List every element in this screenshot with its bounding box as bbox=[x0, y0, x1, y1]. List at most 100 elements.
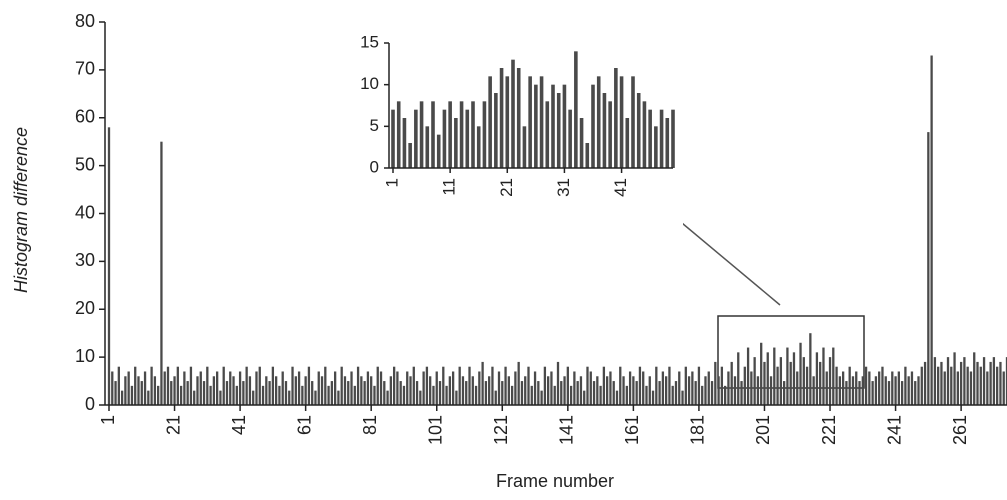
bar bbox=[422, 371, 424, 405]
bar bbox=[360, 376, 362, 405]
bar bbox=[625, 118, 629, 168]
bar bbox=[567, 367, 569, 405]
bar bbox=[989, 362, 991, 405]
bar bbox=[498, 371, 500, 405]
bar bbox=[544, 367, 546, 405]
bar bbox=[481, 362, 483, 405]
bar bbox=[255, 371, 257, 405]
y-tick-label: 60 bbox=[75, 107, 95, 127]
bar bbox=[898, 371, 900, 405]
x-tick-label: 261 bbox=[950, 415, 970, 445]
bar bbox=[377, 367, 379, 405]
bar bbox=[501, 381, 503, 405]
bar bbox=[400, 381, 402, 405]
bar bbox=[414, 110, 418, 168]
bar bbox=[993, 357, 995, 405]
bar bbox=[921, 367, 923, 405]
bar bbox=[196, 376, 198, 405]
bar bbox=[508, 376, 510, 405]
bar bbox=[242, 381, 244, 405]
bar bbox=[331, 381, 333, 405]
bar bbox=[901, 381, 903, 405]
bar bbox=[534, 85, 538, 168]
bar bbox=[793, 352, 795, 405]
chart: Frame number Histogram difference 010203… bbox=[0, 0, 1007, 500]
bar bbox=[648, 110, 652, 168]
bar bbox=[812, 376, 814, 405]
x-tick-label: 11 bbox=[440, 178, 459, 196]
bar bbox=[626, 386, 628, 405]
x-tick-label: 201 bbox=[753, 415, 773, 445]
y-tick-label: 10 bbox=[75, 346, 95, 366]
bar bbox=[597, 76, 601, 168]
bar bbox=[878, 371, 880, 405]
bar bbox=[393, 367, 395, 405]
bar bbox=[675, 381, 677, 405]
bar bbox=[970, 371, 972, 405]
bar bbox=[871, 381, 873, 405]
x-tick-label: 21 bbox=[497, 178, 516, 197]
bar bbox=[685, 367, 687, 405]
bar bbox=[631, 76, 635, 168]
bar bbox=[540, 391, 542, 405]
bar bbox=[927, 132, 929, 405]
bar bbox=[875, 376, 877, 405]
bar bbox=[678, 371, 680, 405]
bar bbox=[528, 76, 532, 168]
bar bbox=[780, 357, 782, 405]
bar bbox=[327, 386, 329, 405]
bar bbox=[950, 367, 952, 405]
bar bbox=[809, 333, 811, 405]
bar bbox=[727, 371, 729, 405]
bar bbox=[475, 386, 477, 405]
bar bbox=[639, 367, 641, 405]
bar bbox=[711, 381, 713, 405]
bar bbox=[806, 367, 808, 405]
bar bbox=[449, 376, 451, 405]
bar bbox=[268, 381, 270, 405]
bar bbox=[671, 110, 675, 168]
bar bbox=[731, 362, 733, 405]
bar bbox=[442, 367, 444, 405]
bar bbox=[209, 386, 211, 405]
bar bbox=[681, 391, 683, 405]
bar bbox=[111, 371, 113, 405]
bar bbox=[714, 362, 716, 405]
bar bbox=[164, 371, 166, 405]
bar bbox=[249, 376, 251, 405]
bar bbox=[380, 371, 382, 405]
bar bbox=[637, 93, 641, 168]
bar bbox=[431, 101, 435, 168]
bar bbox=[439, 381, 441, 405]
bar bbox=[157, 386, 159, 405]
bar bbox=[288, 391, 290, 405]
bar bbox=[629, 371, 631, 405]
bar bbox=[557, 362, 559, 405]
bar bbox=[580, 118, 584, 168]
bar bbox=[534, 371, 536, 405]
bar bbox=[465, 381, 467, 405]
bar bbox=[858, 381, 860, 405]
bar bbox=[622, 376, 624, 405]
bar bbox=[568, 110, 572, 168]
bar bbox=[737, 352, 739, 405]
bar bbox=[724, 386, 726, 405]
bar bbox=[917, 376, 919, 405]
x-tick-label: 21 bbox=[163, 415, 183, 435]
bar bbox=[420, 101, 424, 168]
bar bbox=[213, 376, 215, 405]
y-tick-label: 40 bbox=[75, 202, 95, 222]
bar bbox=[527, 367, 529, 405]
bar bbox=[849, 367, 851, 405]
bar bbox=[363, 381, 365, 405]
bar bbox=[845, 381, 847, 405]
bar bbox=[996, 367, 998, 405]
bar bbox=[835, 367, 837, 405]
bar bbox=[226, 381, 228, 405]
bar bbox=[460, 101, 464, 168]
x-tick-label: 61 bbox=[294, 415, 314, 435]
x-tick-label: 101 bbox=[425, 415, 445, 445]
bar bbox=[465, 110, 469, 168]
y-axis-label: Histogram difference bbox=[11, 127, 31, 293]
bar bbox=[245, 367, 247, 405]
